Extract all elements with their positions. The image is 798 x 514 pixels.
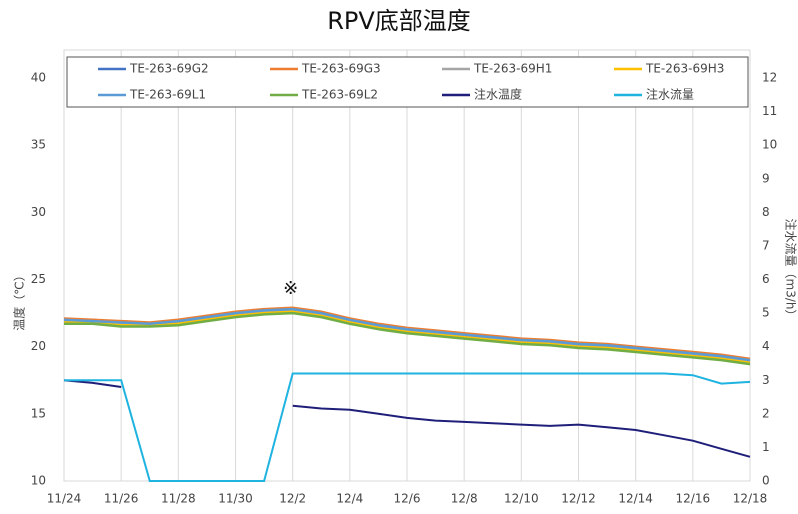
legend-label: TE-263-69G3: [301, 62, 381, 76]
x-tick-label: 12/8: [451, 492, 478, 506]
x-tick-label: 12/4: [336, 492, 363, 506]
x-tick-label: 12/6: [394, 492, 421, 506]
y-tick-label: 40: [31, 71, 46, 85]
y2-tick-label: 2: [762, 406, 770, 420]
series-line: [64, 310, 751, 365]
y2-tick-label: 12: [762, 71, 777, 85]
x-tick-label: 11/24: [47, 492, 82, 506]
series-line: [64, 309, 751, 363]
series-line: [63, 307, 751, 362]
x-tick-label: 12/14: [618, 492, 653, 506]
y2-tick-label: 8: [762, 205, 770, 219]
legend-box: [66, 56, 749, 108]
y2-tick-label: 5: [762, 306, 770, 320]
x-tick-label: 12/2: [279, 492, 306, 506]
chart-title: RPV底部温度: [327, 7, 471, 35]
y-tick-label: 15: [31, 406, 46, 420]
y2-tick-label: 1: [762, 440, 770, 454]
y-axis-label: 温度（℃）: [12, 269, 27, 330]
y2-tick-label: 3: [762, 373, 770, 387]
legend-label: TE-263-69H1: [473, 62, 552, 76]
x-tick-label: 11/26: [104, 492, 139, 506]
y-tick-label: 10: [31, 474, 46, 488]
y2-tick-label: 9: [762, 171, 770, 185]
x-tick-label: 12/10: [504, 492, 539, 506]
legend-label: TE-263-69L2: [301, 88, 378, 102]
legend-label: 注水温度: [474, 87, 522, 102]
series-line: [64, 311, 751, 366]
legend-label: TE-263-69H3: [645, 62, 724, 76]
y-tick-label: 30: [31, 205, 46, 219]
x-tick-label: 12/16: [676, 492, 711, 506]
y2-tick-label: 4: [762, 339, 770, 353]
legend-label: 注水流量: [646, 87, 694, 102]
y2-tick-label: 7: [762, 238, 770, 252]
x-tick-label: 11/30: [218, 492, 253, 506]
y2-tick-label: 6: [762, 272, 770, 286]
y2-tick-label: 11: [762, 104, 777, 118]
series-line: [63, 306, 751, 361]
legend-label: TE-263-69G2: [129, 62, 209, 76]
legend-label: TE-263-69L1: [129, 88, 206, 102]
x-tick-label: 12/18: [733, 492, 768, 506]
y2-tick-label: 10: [762, 138, 777, 152]
y-tick-label: 20: [31, 339, 46, 353]
y-tick-label: 35: [31, 138, 46, 152]
series-line: [64, 372, 751, 482]
x-tick-label: 11/28: [161, 492, 196, 506]
x-tick-label: 12/12: [561, 492, 596, 506]
y2-axis-label: 注水流量（m3/h）: [784, 219, 798, 322]
y2-tick-label: 0: [762, 474, 770, 488]
y-tick-label: 25: [31, 272, 46, 286]
annotation: ※: [283, 278, 298, 299]
